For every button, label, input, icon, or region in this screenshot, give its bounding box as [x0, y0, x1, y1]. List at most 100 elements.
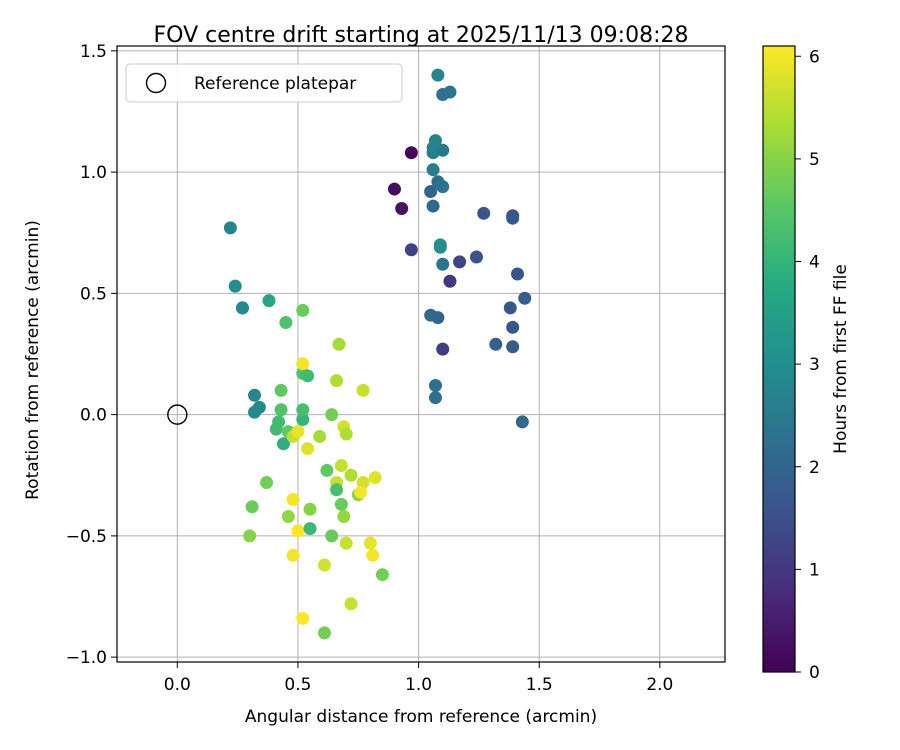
- scatter-point: [356, 476, 370, 490]
- legend-box: [125, 63, 403, 103]
- scatter-point: [518, 291, 532, 305]
- colorbar-tick-label: 5: [809, 150, 820, 170]
- scatter-point: [477, 206, 491, 220]
- colorbar-tick-label: 0: [809, 663, 820, 683]
- y-axis-label: Rotation from reference (arcmin): [23, 220, 43, 500]
- scatter-point: [436, 143, 450, 157]
- scatter-point: [344, 468, 358, 482]
- scatter-point: [296, 357, 310, 371]
- scatter-point: [223, 221, 237, 235]
- scatter-point: [235, 301, 249, 315]
- x-axis-ticks: 0.0 0.5 1.0 1.5 2.0: [164, 662, 673, 695]
- x-tick-label: 1.5: [526, 675, 553, 695]
- scatter-point: [436, 180, 450, 194]
- scatter-point: [248, 388, 262, 402]
- scatter-point: [248, 405, 262, 419]
- scatter-point: [443, 85, 457, 99]
- chart-title: FOV centre drift starting at 2025/11/13 …: [154, 23, 689, 48]
- scatter-point: [428, 391, 442, 405]
- scatter-point: [404, 243, 418, 257]
- scatter-point: [426, 163, 440, 177]
- scatter-point: [424, 185, 438, 199]
- data-points: [223, 68, 532, 640]
- scatter-point: [428, 134, 442, 148]
- scatter-point: [325, 408, 339, 422]
- scatter-point: [443, 274, 457, 288]
- scatter-point: [330, 483, 344, 497]
- colorbar-tick-label: 2: [809, 458, 820, 478]
- scatter-point: [276, 437, 290, 451]
- reference-layer: [167, 404, 188, 425]
- y-tick-label: 0.0: [80, 406, 107, 426]
- scatter-point: [368, 471, 382, 485]
- scatter-point: [334, 497, 348, 511]
- scatter-point: [260, 476, 274, 490]
- colorbar-tick-label: 6: [809, 47, 820, 67]
- scatter-point: [395, 201, 409, 215]
- scatter-point: [363, 536, 377, 550]
- scatter-point: [269, 422, 283, 436]
- legend-marker-reference: [145, 72, 167, 94]
- scatter-point: [243, 529, 257, 543]
- scatter-point: [228, 279, 242, 293]
- scatter-point: [301, 369, 315, 383]
- colorbar-label: Hours from first FF file: [831, 264, 851, 454]
- scatter-point: [428, 379, 442, 393]
- colorbar-tick-label: 1: [809, 560, 820, 580]
- x-tick-label: 0.5: [284, 675, 311, 695]
- scatter-point: [274, 403, 288, 417]
- scatter-point: [387, 182, 401, 196]
- scatter-point: [301, 442, 315, 456]
- colorbar: 0 1 2 3 4 5 6 Hours from first FF file: [762, 45, 851, 683]
- scatter-point: [317, 626, 331, 640]
- scatter-point: [453, 255, 467, 269]
- scatter-point: [317, 558, 331, 572]
- y-tick-label: 1.5: [80, 42, 107, 62]
- scatter-point: [339, 427, 353, 441]
- scatter-point: [511, 267, 525, 281]
- scatter-point: [469, 250, 483, 264]
- scatter-point: [291, 524, 305, 538]
- colorbar-ticks: 0 1 2 3 4 5 6: [795, 47, 820, 683]
- plot-frame: [116, 45, 726, 663]
- scatter-point: [506, 320, 520, 334]
- scatter-point: [281, 509, 295, 523]
- legend: Reference platepar: [125, 63, 403, 103]
- scatter-point: [296, 611, 310, 625]
- scatter-point: [489, 337, 503, 351]
- y-tick-label: −0.5: [66, 527, 107, 547]
- colorbar-tick-label: 4: [809, 253, 820, 273]
- y-tick-label: −1.0: [66, 648, 107, 668]
- y-axis-ticks: −1.0 −0.5 0.0 0.5 1.0 1.5: [66, 42, 117, 668]
- scatter-point: [506, 211, 520, 225]
- scatter-point: [296, 403, 310, 417]
- scatter-point: [274, 383, 288, 397]
- scatter-point: [344, 597, 358, 611]
- x-tick-label: 2.0: [646, 675, 673, 695]
- scatter-point: [286, 548, 300, 562]
- y-tick-label: 0.5: [80, 284, 107, 304]
- x-tick-label: 0.0: [164, 675, 191, 695]
- x-axis-label: Angular distance from reference (arcmin): [245, 707, 597, 727]
- legend-label-reference: Reference platepar: [194, 74, 356, 94]
- scatter-point: [436, 257, 450, 271]
- scatter-point: [426, 199, 440, 213]
- scatter-point: [332, 337, 346, 351]
- scatter-point: [339, 536, 353, 550]
- scatter-point: [375, 568, 389, 582]
- scatter-point: [354, 485, 368, 499]
- scatter-point: [279, 315, 293, 329]
- scatter-point: [431, 68, 445, 82]
- scatter-point: [337, 509, 351, 523]
- colorbar-gradient: [763, 46, 795, 672]
- scatter-point: [296, 303, 310, 317]
- scatter-point: [431, 311, 445, 325]
- scatter-point: [506, 340, 520, 354]
- scatter-point: [325, 529, 339, 543]
- scatter-point: [330, 374, 344, 388]
- scatter-point: [291, 425, 305, 439]
- scatter-point: [296, 412, 310, 426]
- scatter-point: [436, 342, 450, 356]
